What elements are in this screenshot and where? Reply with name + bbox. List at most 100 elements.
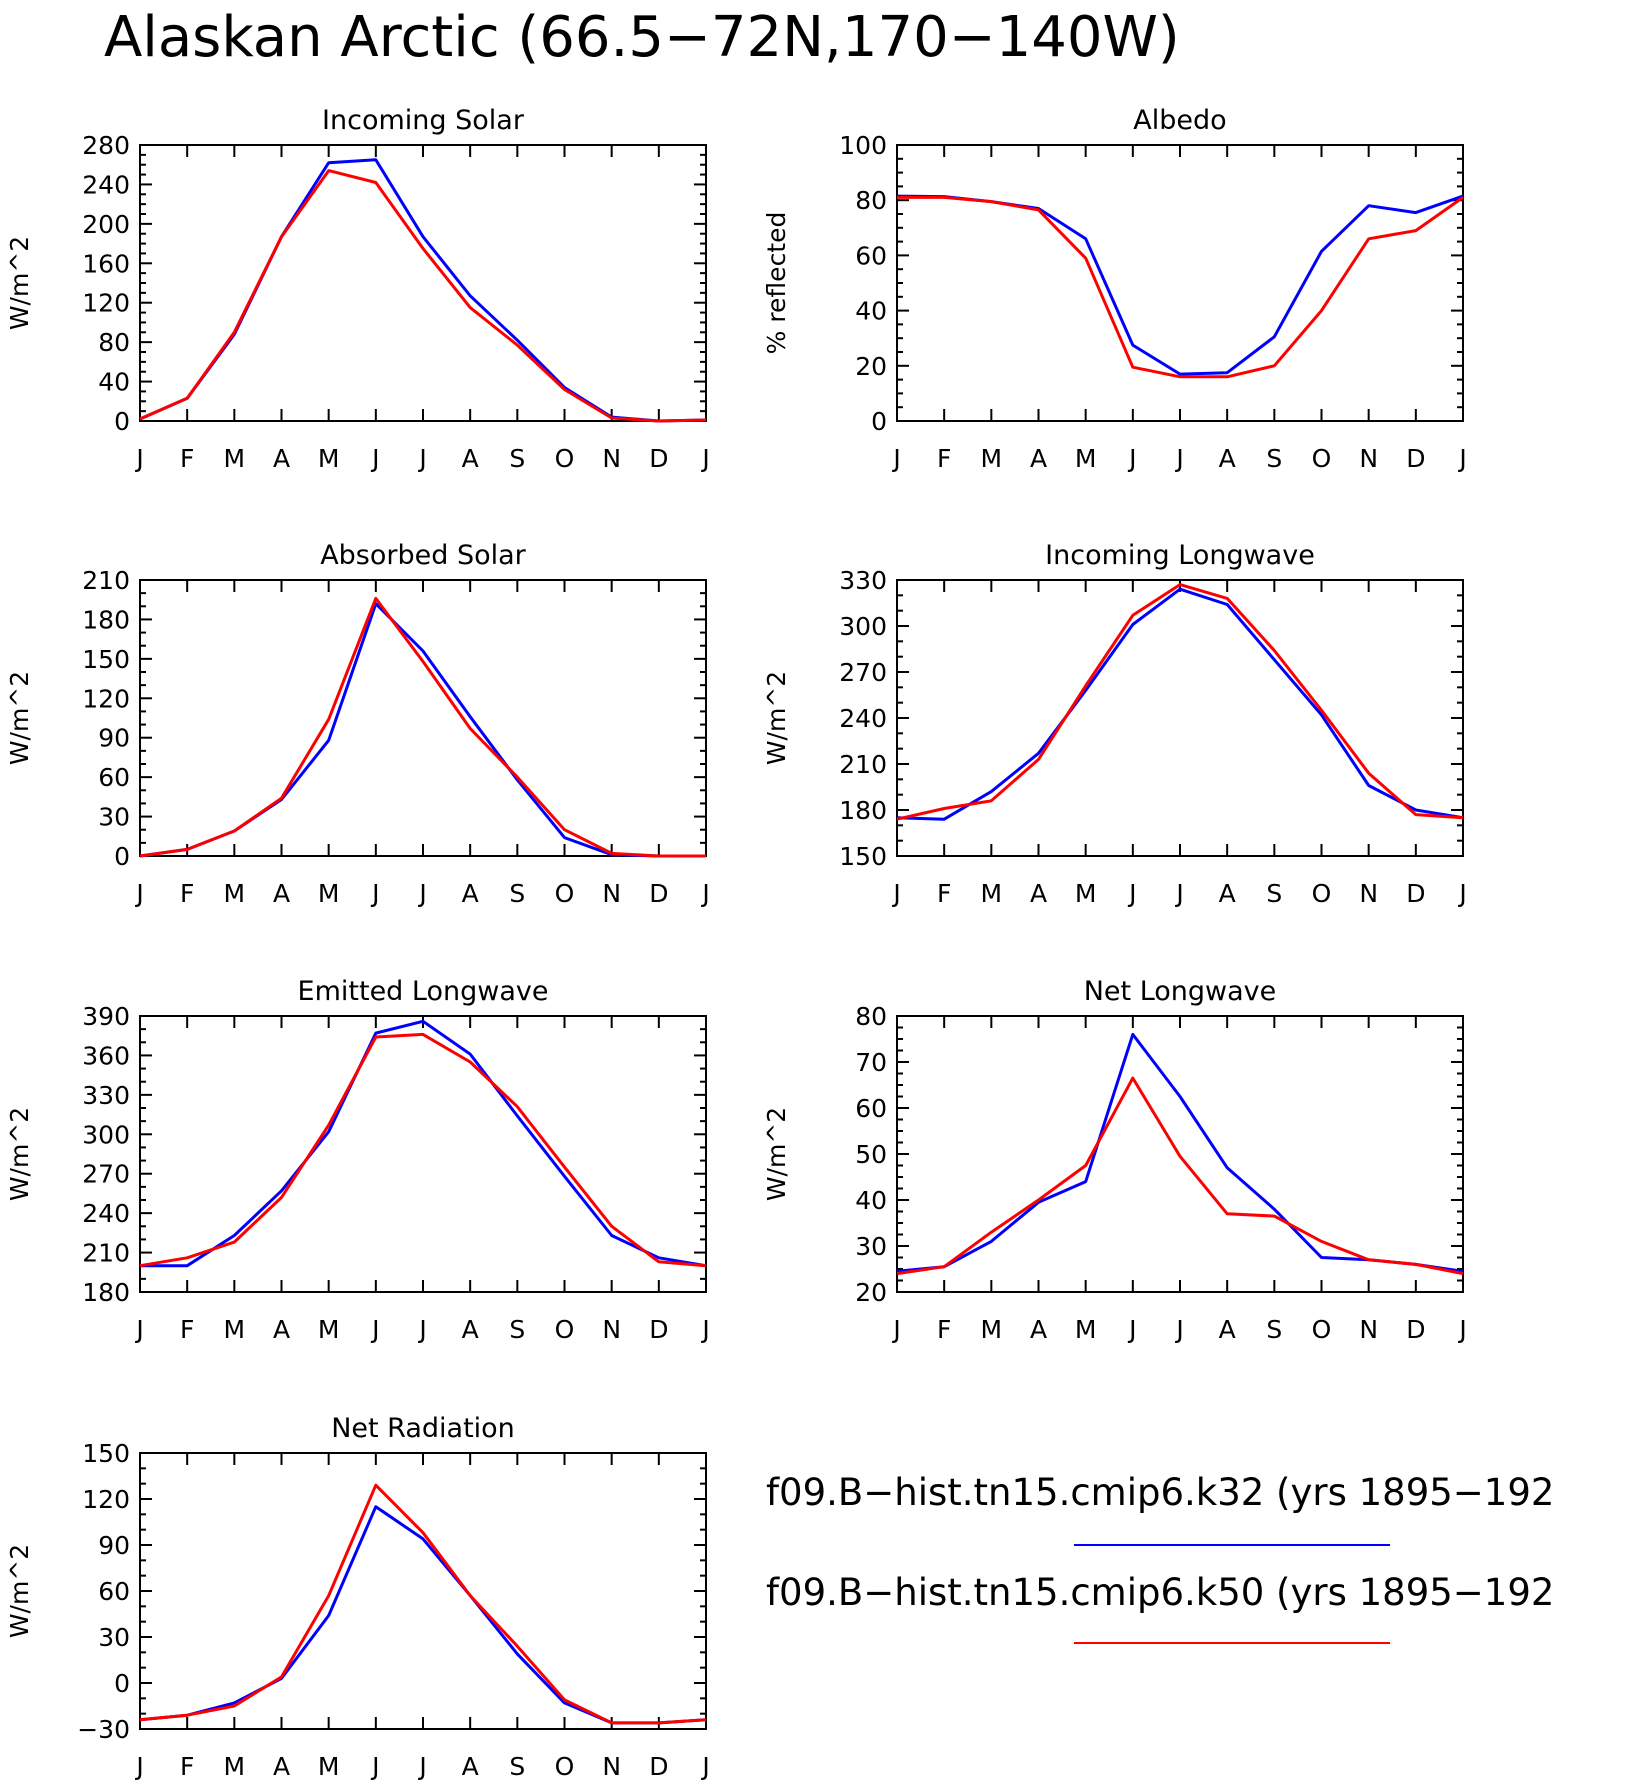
panel-title: Absorbed Solar bbox=[320, 540, 526, 571]
y-axis-label: % reflected bbox=[762, 212, 791, 355]
x-tick-label: J bbox=[1457, 444, 1466, 473]
x-tick-label: O bbox=[1312, 879, 1332, 908]
series-line-k32 bbox=[140, 1019, 707, 1268]
x-tick-label: S bbox=[509, 444, 525, 473]
x-tick-label: J bbox=[134, 1315, 143, 1344]
legend-label-k32: f09.B−hist.tn15.cmip6.k32 (yrs 1895−192 bbox=[766, 1471, 1554, 1514]
series-line-k32 bbox=[139, 1505, 707, 1725]
series-line-k50 bbox=[896, 1076, 1464, 1276]
x-tick-label: J bbox=[1457, 879, 1466, 908]
x-tick-label: N bbox=[1359, 879, 1378, 908]
y-tick-label: 210 bbox=[839, 750, 887, 779]
x-tick-label: N bbox=[602, 444, 621, 473]
x-tick-label: M bbox=[1075, 444, 1097, 473]
series-line-k50 bbox=[139, 1483, 707, 1725]
panel-title: Incoming Solar bbox=[322, 105, 525, 136]
x-tick-label: S bbox=[1266, 444, 1282, 473]
panel-title: Incoming Longwave bbox=[1045, 540, 1315, 571]
y-tick-label: 240 bbox=[82, 1199, 130, 1228]
x-tick-label: M bbox=[224, 879, 246, 908]
x-tick-label: A bbox=[273, 1752, 290, 1781]
y-tick-label: 390 bbox=[82, 1002, 130, 1031]
x-tick-label: A bbox=[1030, 1315, 1047, 1344]
series-line-k50 bbox=[139, 1032, 707, 1268]
series-line-k50 bbox=[139, 169, 707, 423]
plot-frame bbox=[896, 579, 1464, 857]
y-tick-label: 240 bbox=[82, 170, 130, 199]
x-tick-label: J bbox=[1174, 1315, 1183, 1344]
y-tick-label: 20 bbox=[855, 1278, 887, 1307]
series-line-k50 bbox=[896, 583, 1464, 821]
y-tick-label: 270 bbox=[82, 1160, 130, 1189]
y-tick-label: 70 bbox=[855, 1048, 887, 1077]
x-tick-label: J bbox=[417, 1315, 426, 1344]
x-tick-label: M bbox=[1075, 879, 1097, 908]
x-tick-label: O bbox=[1312, 444, 1332, 473]
x-tick-label: D bbox=[1406, 444, 1425, 473]
y-tick-label: 210 bbox=[82, 1239, 130, 1268]
x-tick-label: A bbox=[1219, 1315, 1236, 1344]
y-tick-label: 160 bbox=[82, 249, 130, 278]
x-tick-label: S bbox=[1266, 879, 1282, 908]
x-tick-label: J bbox=[1127, 879, 1136, 908]
x-tick-label: J bbox=[700, 879, 709, 908]
x-tick-label: J bbox=[1127, 1315, 1136, 1344]
y-tick-label: 150 bbox=[82, 645, 130, 674]
x-tick-label: A bbox=[273, 1315, 290, 1344]
y-tick-label: 330 bbox=[839, 566, 887, 595]
y-tick-label: 50 bbox=[855, 1140, 887, 1169]
x-tick-label: J bbox=[370, 879, 379, 908]
y-tick-label: 0 bbox=[114, 407, 130, 436]
x-tick-label: F bbox=[180, 1315, 194, 1344]
plot-frame bbox=[139, 1015, 707, 1293]
x-tick-label: M bbox=[224, 444, 246, 473]
y-tick-label: 300 bbox=[82, 1120, 130, 1149]
x-tick-label: M bbox=[981, 444, 1003, 473]
y-tick-label: 120 bbox=[82, 289, 130, 318]
y-tick-label: 20 bbox=[855, 352, 887, 381]
x-tick-label: S bbox=[509, 1315, 525, 1344]
plot-frame bbox=[139, 144, 707, 422]
y-axis-label: W/m^2 bbox=[762, 1107, 791, 1201]
y-tick-label: 40 bbox=[98, 368, 130, 397]
x-tick-label: M bbox=[224, 1752, 246, 1781]
x-tick-label: O bbox=[555, 879, 575, 908]
x-tick-label: M bbox=[318, 444, 340, 473]
y-tick-label: 30 bbox=[98, 1623, 130, 1652]
y-tick-label: 0 bbox=[871, 407, 887, 436]
y-tick-label: 300 bbox=[839, 612, 887, 641]
x-tick-label: J bbox=[370, 1315, 379, 1344]
y-tick-label: 120 bbox=[82, 684, 130, 713]
series-line-k32 bbox=[896, 587, 1464, 821]
x-tick-label: J bbox=[891, 879, 900, 908]
y-tick-label: 60 bbox=[855, 241, 887, 270]
y-tick-label: 30 bbox=[98, 803, 130, 832]
x-tick-label: J bbox=[1127, 444, 1136, 473]
x-tick-label: J bbox=[700, 1752, 709, 1781]
x-tick-label: J bbox=[417, 444, 426, 473]
plot-frame bbox=[139, 579, 707, 857]
x-tick-label: A bbox=[1219, 879, 1236, 908]
series-line-k32 bbox=[896, 194, 1464, 376]
series-line-k32 bbox=[139, 158, 707, 423]
x-tick-label: M bbox=[981, 879, 1003, 908]
x-tick-label: N bbox=[602, 1315, 621, 1344]
legend-label-k50: f09.B−hist.tn15.cmip6.k50 (yrs 1895−192 bbox=[766, 1571, 1554, 1614]
y-tick-label: 90 bbox=[98, 1531, 130, 1560]
plot-frame bbox=[896, 144, 1464, 422]
y-tick-label: 180 bbox=[82, 1278, 130, 1307]
x-tick-label: D bbox=[649, 879, 668, 908]
y-tick-label: 90 bbox=[98, 724, 130, 753]
y-tick-label: 240 bbox=[839, 704, 887, 733]
x-tick-label: A bbox=[1030, 879, 1047, 908]
x-tick-label: M bbox=[981, 1315, 1003, 1344]
x-tick-label: S bbox=[509, 1752, 525, 1781]
x-tick-label: A bbox=[273, 879, 290, 908]
x-tick-label: O bbox=[1312, 1315, 1332, 1344]
